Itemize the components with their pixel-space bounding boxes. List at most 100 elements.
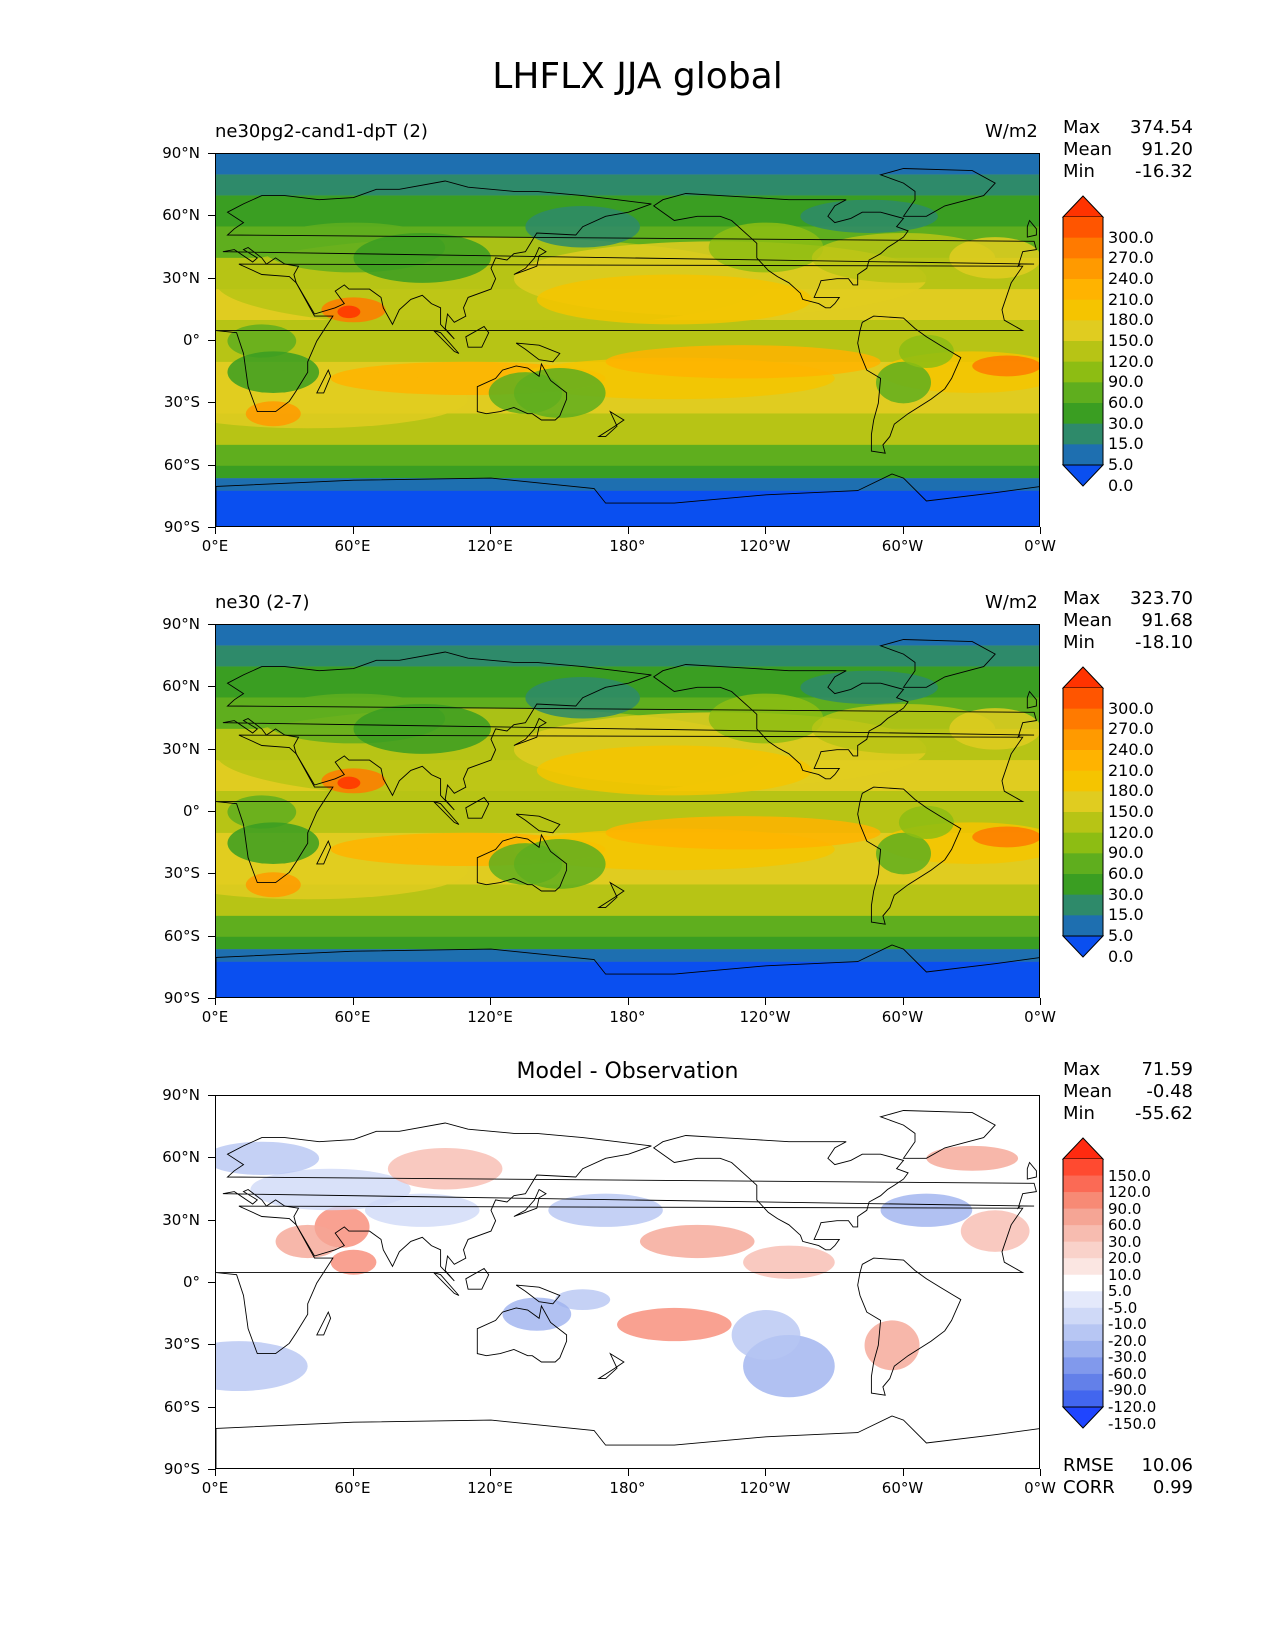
diff-contour	[617, 1307, 732, 1342]
coastline	[316, 839, 332, 865]
x-tick-label: 0°E	[201, 1479, 229, 1497]
field-contour	[972, 826, 1039, 848]
colorbar-outline	[1062, 217, 1104, 465]
coastline	[652, 193, 909, 309]
coastline	[465, 796, 490, 819]
stat-value: 91.68	[1141, 610, 1193, 631]
colorbar-tick-label: 300.0	[1108, 698, 1154, 718]
colorbar-segment	[1063, 1175, 1103, 1193]
coastline	[857, 786, 962, 925]
coastline	[465, 1267, 490, 1290]
field-contour	[949, 708, 1039, 750]
y-tick-mark	[208, 748, 215, 750]
coastline	[513, 1188, 547, 1217]
stat-value: -18.10	[1134, 632, 1193, 653]
field-contour	[337, 305, 361, 319]
field-contour	[811, 703, 996, 754]
coastline	[216, 1205, 1025, 1355]
x-tick-label: 120°E	[467, 537, 513, 555]
map-svg	[216, 154, 1039, 526]
y-tick-mark	[208, 811, 215, 812]
y-tick-mark	[208, 153, 215, 154]
colorbar-svg	[1061, 195, 1105, 487]
field-band	[216, 174, 1039, 196]
y-tick-label: 30°S	[163, 1335, 200, 1354]
coastline	[216, 734, 1025, 884]
stat-name: Min	[1063, 161, 1095, 182]
y-tick-label: 60°N	[162, 206, 200, 225]
figure-title: LHFLX JJA global	[492, 56, 783, 97]
diff-contour	[364, 1193, 480, 1227]
colorbar-tick-label: 120.0	[1108, 822, 1154, 842]
colorbar-tick-label: 90.0	[1108, 372, 1144, 392]
map-panel	[215, 153, 1040, 527]
x-tick-mark	[490, 1469, 491, 1476]
y-tick-mark	[208, 277, 215, 279]
colorbar-segment	[1063, 1241, 1103, 1259]
x-tick-mark	[627, 1469, 629, 1476]
stat-name: Max	[1063, 1059, 1101, 1080]
coastline	[597, 410, 625, 438]
colorbar-extend-max	[1061, 1137, 1105, 1160]
colorbar-tick-label: 60.0	[1108, 1216, 1142, 1235]
coastline	[513, 246, 547, 275]
field-contour	[800, 670, 938, 704]
colorbar-segment	[1063, 299, 1103, 321]
coastline	[515, 1284, 561, 1305]
y-tick-label: 0°	[182, 1273, 200, 1291]
diff-contour	[926, 1145, 1019, 1171]
colorbar-segment	[1063, 1373, 1103, 1391]
field-contour	[536, 274, 812, 325]
map-background	[216, 1096, 1039, 1468]
colorbar-segment	[1063, 320, 1103, 342]
colorbar-tick-label: 0.0	[1108, 946, 1134, 966]
field-contour	[811, 232, 996, 283]
x-tick-mark	[352, 527, 354, 534]
stat-name: Max	[1063, 117, 1101, 138]
field-contour	[605, 345, 881, 379]
x-tick-mark	[765, 527, 766, 534]
y-tick-label: 90°N	[162, 615, 200, 633]
coastline	[216, 944, 1039, 997]
colorbar-tick-label: 5.0	[1108, 455, 1134, 474]
colorbar-tick-label: 30.0	[1108, 884, 1144, 904]
colorbar-tick-label: 90.0	[1108, 1199, 1142, 1218]
colorbar-extend-min	[1061, 464, 1105, 487]
y-tick-label: 30°S	[163, 393, 200, 412]
colorbar-segment	[1063, 791, 1103, 813]
colorbar-extend-max	[1061, 666, 1105, 689]
panel-units: W/m2	[985, 121, 1038, 142]
x-tick-mark	[627, 998, 629, 1005]
stat-value: 323.70	[1130, 588, 1193, 609]
coastline	[515, 342, 561, 363]
coastline	[216, 473, 1039, 526]
coastline	[652, 1135, 909, 1251]
field-contour	[949, 237, 1039, 279]
y-tick-label: 30°N	[162, 1210, 200, 1229]
coastline	[222, 1122, 1037, 1282]
y-tick-mark	[208, 1219, 215, 1221]
colorbar-tick-label: 240.0	[1108, 269, 1154, 288]
y-tick-mark	[208, 464, 215, 466]
y-tick-mark	[208, 1469, 215, 1470]
stat-row: Min -55.62	[1063, 1103, 1193, 1125]
colorbar-tick-label: -60.0	[1108, 1364, 1147, 1383]
colorbar-segment	[1063, 1324, 1103, 1342]
field-band	[216, 949, 1039, 962]
x-tick-mark	[1040, 527, 1041, 534]
stats-block: Max 323.70 Mean 91.68 Min -18.10	[1063, 588, 1193, 654]
colorbar-extend-max	[1061, 195, 1105, 218]
x-tick-label: 180°	[609, 1008, 646, 1026]
stat-row: Max 374.54	[1063, 117, 1193, 139]
colorbar-svg	[1061, 1137, 1105, 1429]
y-tick-mark	[208, 686, 215, 688]
x-tick-label: 120°W	[739, 1008, 791, 1026]
colorbar-tick-label: -5.0	[1108, 1298, 1138, 1317]
colorbar-tick-label: 5.0	[1108, 1282, 1132, 1301]
stats-block: Max 374.54 Mean 91.20 Min -16.32	[1063, 117, 1193, 183]
y-tick-mark	[208, 527, 215, 528]
colorbar-tick-label: 30.0	[1108, 413, 1144, 433]
x-tick-mark	[1040, 1469, 1041, 1476]
coastline	[515, 813, 561, 834]
y-tick-mark	[208, 873, 215, 875]
